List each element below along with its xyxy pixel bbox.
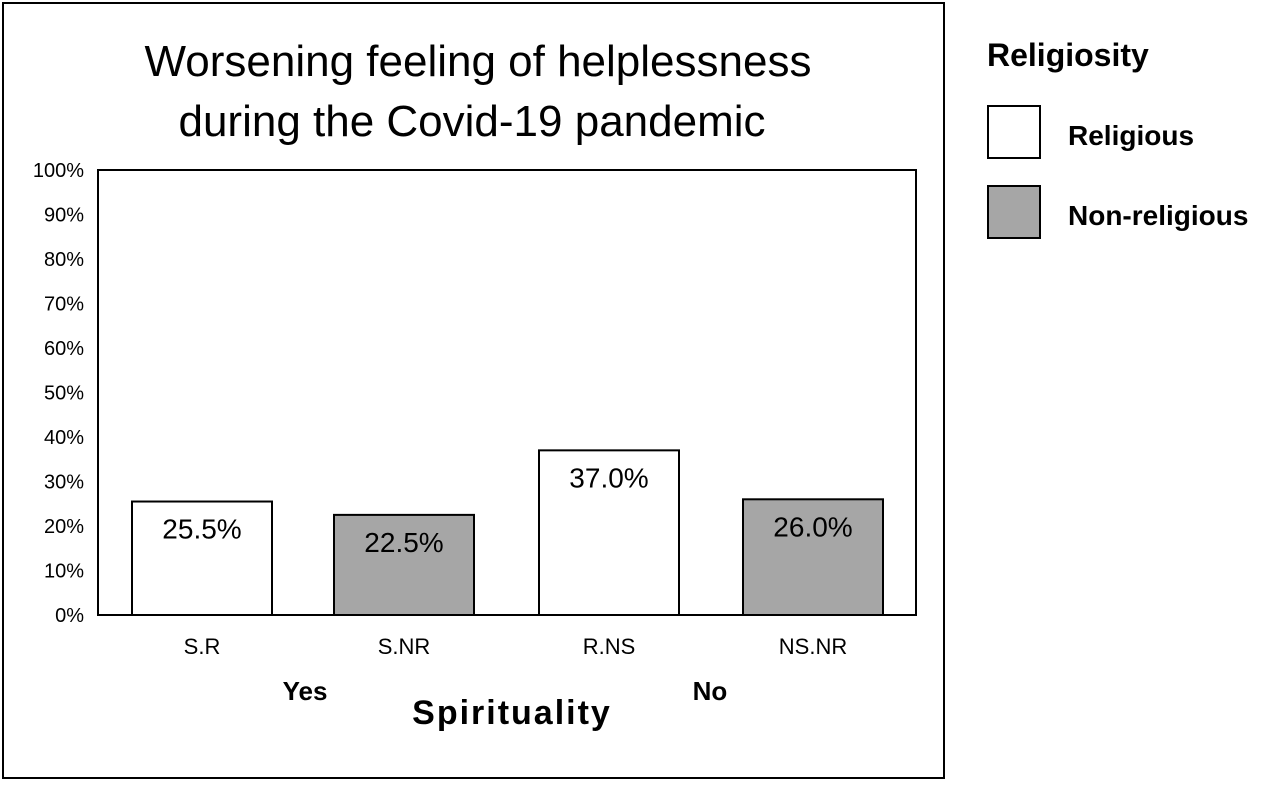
legend-title: Religiosity [987, 37, 1149, 73]
y-axis-tick-labels: 0% 10% 20% 30% 40% 50% 60% 70% 80% 90% 100% [33, 160, 84, 627]
data-labels: 25.5% 22.5% 37.0% 26.0% [162, 462, 852, 558]
y-tick-label: 70% [44, 294, 84, 316]
legend: Religiosity Religious Non-religious [987, 37, 1248, 239]
data-label: 26.0% [773, 511, 852, 542]
x-category-label: S.NR [378, 634, 431, 659]
y-tick-label: 100% [33, 160, 84, 182]
chart-title-line-1: Worsening feeling of helplessness [145, 37, 812, 86]
legend-label-religious: Religious [1068, 120, 1194, 151]
x-category-label: R.NS [583, 634, 636, 659]
legend-swatch-religious [987, 105, 1041, 159]
y-tick-label: 30% [44, 472, 84, 494]
x-axis-category-labels: S.R S.NR R.NS NS.NR [184, 634, 848, 659]
y-tick-label: 0% [55, 605, 84, 627]
x-category-label: S.R [184, 634, 221, 659]
plot-area [97, 169, 917, 616]
y-tick-label: 50% [44, 383, 84, 405]
bar-r-ns [538, 449, 680, 616]
data-label: 25.5% [162, 514, 241, 545]
chart-title-line-2: during the Covid-19 pandemic [178, 97, 765, 146]
bars [131, 449, 884, 616]
x-category-label: NS.NR [779, 634, 847, 659]
x-axis-title: Spirituality [412, 694, 612, 732]
y-tick-label: 90% [44, 205, 84, 227]
y-tick-label: 60% [44, 338, 84, 360]
legend-label-non-religious: Non-religious [1068, 200, 1248, 231]
data-label: 22.5% [364, 527, 443, 558]
bar-ns-nr [742, 498, 884, 616]
y-tick-label: 80% [44, 249, 84, 271]
y-tick-label: 20% [44, 516, 84, 538]
y-tick-label: 10% [44, 561, 84, 583]
bar-s-r [131, 500, 273, 616]
data-label: 37.0% [569, 462, 648, 493]
group-label-yes: Yes [283, 676, 328, 706]
y-tick-label: 40% [44, 427, 84, 449]
bar-s-nr [333, 513, 475, 616]
group-label-no: No [693, 676, 728, 706]
legend-swatch-non-religious [987, 185, 1041, 239]
chart-frame [2, 2, 945, 779]
